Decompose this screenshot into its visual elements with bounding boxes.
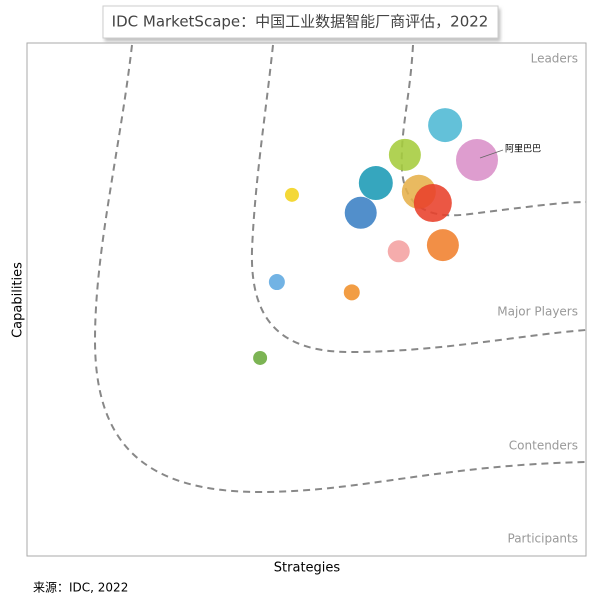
bubble	[428, 108, 463, 143]
bubble	[344, 196, 377, 229]
bubble	[268, 274, 285, 291]
bubble	[387, 240, 410, 263]
chart-title: IDC MarketScape：中国工业数据智能厂商评估，2022	[112, 13, 489, 31]
region-label: Leaders	[531, 52, 578, 66]
bubble	[284, 187, 299, 202]
label-leader	[479, 149, 504, 159]
boundaries	[93, 44, 587, 494]
bubble	[455, 138, 498, 181]
plot-frame	[26, 42, 587, 557]
x-axis-label: Strategies	[274, 561, 341, 576]
bubble	[388, 138, 421, 171]
contenders-boundary	[93, 44, 587, 494]
source: 来源：IDC, 2022	[33, 581, 128, 595]
bubble	[343, 284, 360, 301]
bubble	[413, 184, 452, 223]
major-boundary	[250, 44, 587, 354]
point-label: 阿里巴巴	[505, 143, 541, 154]
bubble	[358, 166, 393, 201]
title-box	[102, 5, 499, 39]
region-label: Contenders	[509, 439, 578, 453]
region-label: Major Players	[497, 305, 578, 319]
y-axis-label: Capabilities	[11, 262, 26, 338]
bubble	[253, 350, 268, 365]
region-label: Participants	[508, 532, 579, 546]
bubble	[426, 229, 459, 262]
